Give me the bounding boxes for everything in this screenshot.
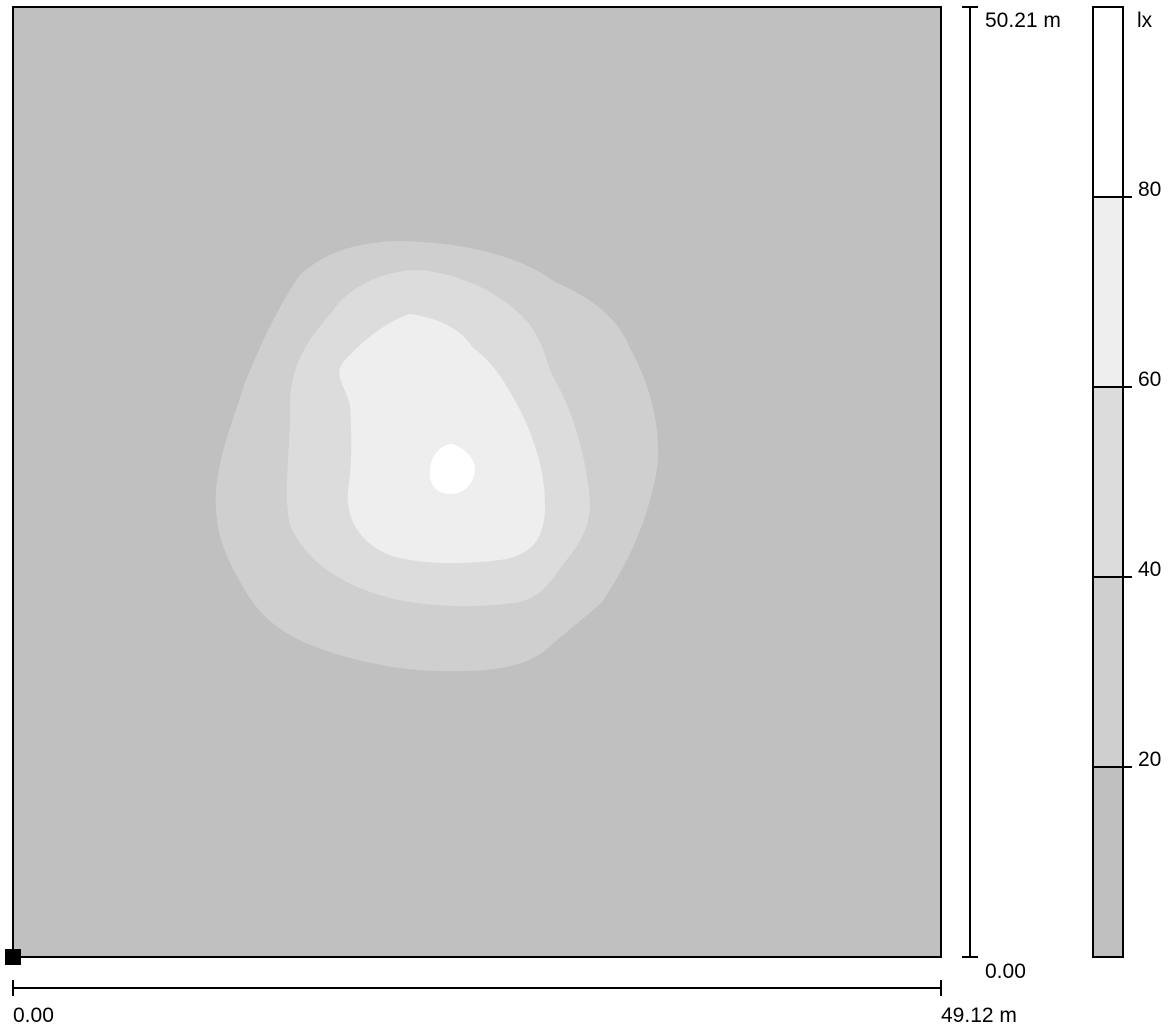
x-dimension-line	[12, 980, 942, 996]
x-extent-label: 49.12 m	[941, 1004, 1017, 1027]
legend-outline	[1092, 6, 1124, 958]
y-origin-label: 0.00	[985, 960, 1026, 983]
y-extent-label: 50.21 m	[985, 9, 1061, 32]
legend-band-below-20	[1093, 767, 1123, 957]
room-outline	[12, 6, 942, 958]
legend-scale	[1092, 6, 1132, 958]
y-dimension-line	[962, 6, 978, 958]
legend-band-20-40	[1093, 577, 1123, 767]
isoline-region-80-lx	[429, 444, 475, 494]
origin-marker	[5, 949, 21, 965]
isoline-region-60-lx	[339, 314, 545, 564]
legend-band-40-60	[1093, 387, 1123, 577]
legend-band-60-80	[1093, 197, 1123, 387]
legend-unit-label: lx	[1137, 9, 1153, 32]
legend-label-40: 40	[1138, 558, 1162, 581]
legend-label-80: 80	[1138, 178, 1162, 201]
legend-label-20: 20	[1138, 748, 1162, 771]
legend-label-60: 60	[1138, 368, 1162, 391]
x-origin-label: 0.00	[13, 1004, 54, 1027]
legend-band-above-80	[1093, 7, 1123, 197]
